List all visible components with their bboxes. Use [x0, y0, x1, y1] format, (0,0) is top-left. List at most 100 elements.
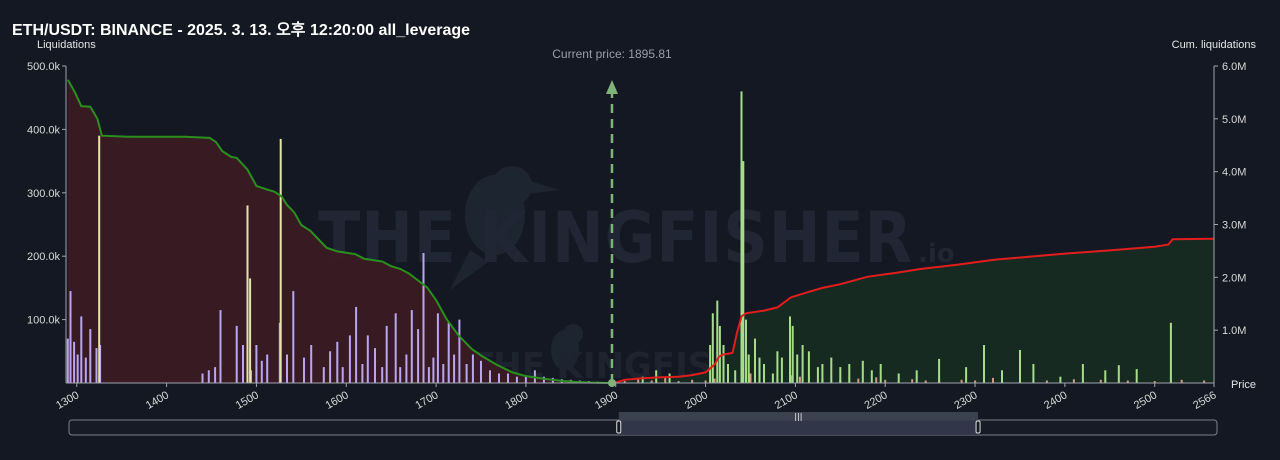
kingfisher-bird-small-icon [551, 324, 583, 370]
liquidation-bar [789, 316, 791, 383]
liquidation-bar [422, 253, 425, 383]
liquidation-bar [381, 367, 384, 383]
liquidation-bar [89, 329, 92, 383]
right-axis-label: Cum. liquidations [1172, 39, 1257, 51]
liquidation-bar [740, 91, 743, 384]
liquidation-bar [1117, 365, 1120, 383]
liquidation-bar [542, 376, 545, 383]
liquidation-bar [374, 348, 376, 383]
liquidation-bar [214, 367, 217, 383]
liquidation-bar [875, 377, 878, 383]
liquidation-bar [796, 354, 799, 383]
liquidation-bar [791, 325, 794, 383]
x-axis-label: Price [1231, 379, 1256, 391]
liquidation-bar [436, 313, 439, 383]
liquidation-bar [1153, 381, 1156, 383]
range-navigator[interactable]: ||| [68, 412, 1218, 436]
liquidation-bar [709, 345, 712, 383]
liquidation-bar [1032, 364, 1035, 383]
navigator-selection-bar[interactable] [618, 412, 979, 420]
left-axis-label: Liquidations [37, 39, 96, 51]
liquidation-bar [801, 345, 804, 383]
liquidation-bar [727, 364, 729, 383]
liquidation-bar [458, 319, 461, 383]
liquidation-bar [848, 364, 851, 383]
liquidation-bar [246, 205, 249, 383]
liquidation-bar [711, 313, 714, 383]
liquidation-bar [1081, 364, 1084, 383]
liquidation-bar [924, 380, 927, 383]
liquidation-bar [442, 364, 445, 383]
liquidation-bar [348, 335, 351, 383]
liquidation-bar [637, 379, 640, 383]
liquidation-bar [95, 348, 98, 383]
liquidation-bar [938, 358, 941, 383]
short-cumulative-area [613, 238, 1214, 383]
cumulative-lines [66, 79, 1215, 384]
navigator-selected-range[interactable] [618, 420, 979, 435]
liquidation-bar [758, 357, 761, 383]
watermark-text: THE KINGFISHER [318, 197, 913, 279]
liquidation-bar [839, 367, 842, 383]
liquidation-bar [410, 310, 413, 383]
liquidation-bar [341, 367, 344, 383]
liquidation-bar [798, 376, 801, 383]
liquidation-bar [471, 354, 474, 383]
liquidation-bar [507, 373, 509, 383]
liquidation-bar [355, 306, 358, 383]
navigator-handle-left[interactable] [616, 420, 622, 434]
liquidation-bar [219, 310, 222, 383]
chart-title: ETH/USDT: BINANCE - 2025. 3. 13. 오후 12:2… [12, 20, 470, 39]
y-right-tick-label: 4.0M [1222, 167, 1246, 179]
liquidation-bar [691, 379, 694, 383]
liquidation-bar [432, 357, 435, 383]
liquidation-bar [763, 364, 765, 383]
y-left-tick-label: 300.0k [27, 188, 61, 200]
navigator-handle-right[interactable] [975, 420, 981, 434]
liquidation-bar [965, 367, 968, 383]
liquidation-bar [974, 380, 977, 383]
liquidation-bar [747, 354, 750, 383]
liquidation-bar [983, 345, 985, 383]
current-price-dot [607, 379, 616, 387]
liquidation-bar [322, 367, 325, 383]
liquidation-bar [664, 377, 667, 383]
liquidation-bar [641, 376, 644, 383]
liquidation-bar [84, 357, 87, 383]
liquidation-bar [718, 325, 721, 383]
liquidation-bar [704, 380, 707, 383]
liquidation-bar [361, 364, 364, 383]
liquidation-bar [266, 354, 269, 383]
liquidation-bar [749, 373, 752, 383]
liquidation-bar [303, 357, 305, 383]
liquidation-bar [76, 354, 79, 383]
cumulative-areas [67, 79, 1214, 383]
liquidation-bar [260, 360, 263, 383]
y-right-tick-label: 3.0M [1222, 220, 1246, 232]
liquidation-bar [453, 354, 456, 383]
y-left-tick-label: 500.0k [27, 61, 61, 73]
liquidation-bar [405, 354, 408, 383]
short-cumulative-line [613, 237, 1215, 384]
current-price-marker: Current price: 1895.81 [552, 47, 672, 387]
y-left-tick-label: 100.0k [27, 315, 61, 327]
liquidation-bar [279, 138, 282, 383]
liquidation-bar [915, 370, 918, 383]
liquidation-bar [417, 329, 420, 383]
liquidation-bar [399, 367, 402, 383]
liquidation-bar [960, 379, 963, 383]
liquidation-bar [66, 338, 69, 383]
liquidation-bar [1180, 379, 1183, 383]
navigator-grip[interactable]: ||| [794, 412, 802, 421]
watermark-suffix: .io [918, 239, 955, 269]
liquidation-bar [336, 341, 339, 383]
liquidation-bar [73, 341, 76, 383]
liquidation-bar [498, 373, 500, 383]
liquidation-bar [447, 322, 450, 383]
liquidation-bar [857, 378, 860, 383]
liquidation-bar [897, 373, 900, 383]
y-left-tick-label: 200.0k [27, 251, 61, 263]
liquidation-bar [292, 291, 295, 383]
liquidation-bar [668, 373, 671, 383]
